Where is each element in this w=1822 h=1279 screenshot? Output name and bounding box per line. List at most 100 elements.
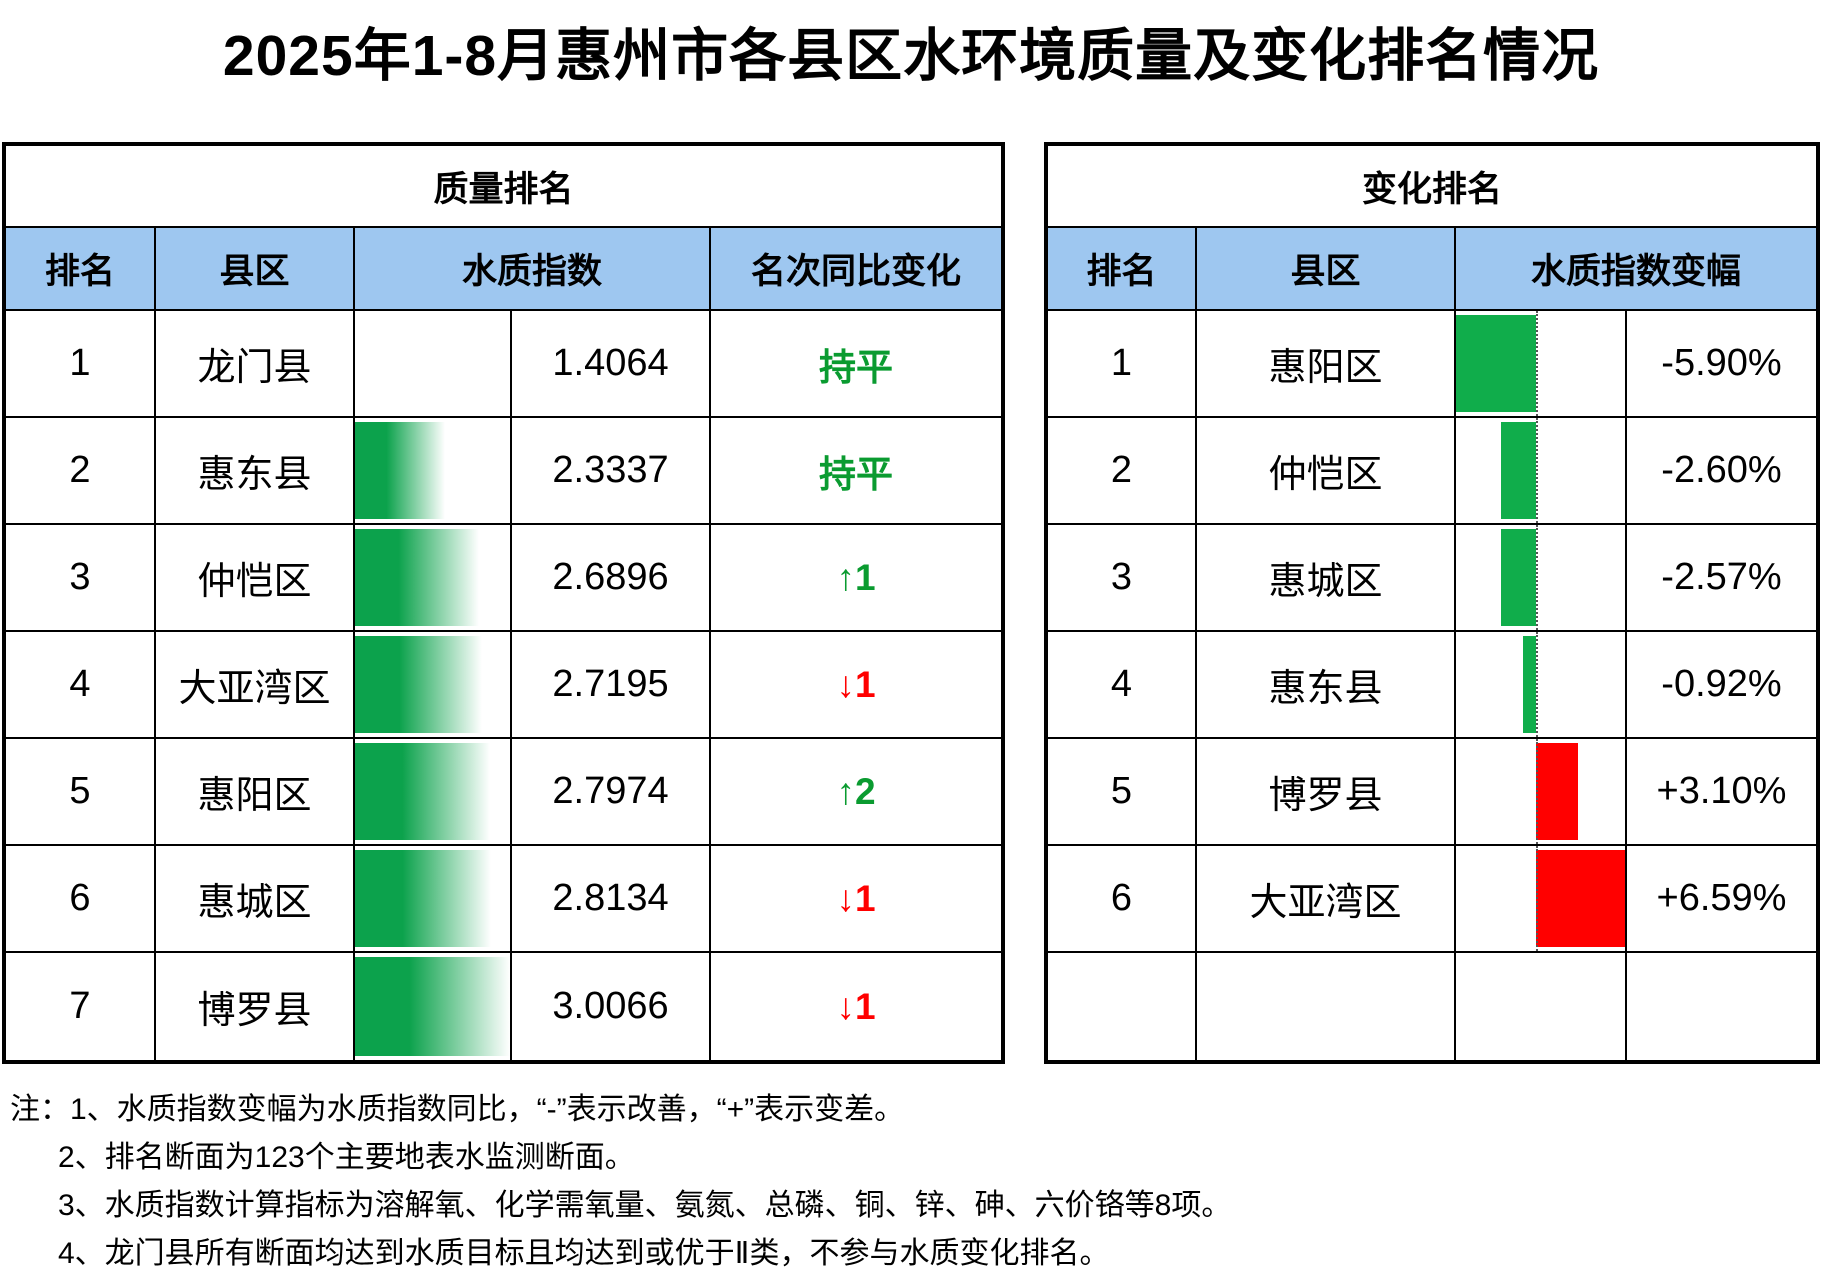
quality-district-cell: 惠东县 — [156, 418, 355, 525]
change-pct-bar-cell — [1456, 953, 1627, 1060]
quality-district-cell: 仲恺区 — [156, 525, 355, 632]
quality-district-cell: 龙门县 — [156, 311, 355, 418]
change-pct-databar — [1535, 850, 1625, 947]
quality-col-header-rank-change: 名次同比变化 — [711, 228, 1001, 311]
quality-index-value-cell: 1.4064 — [512, 311, 711, 418]
quality-district-cell: 惠阳区 — [156, 739, 355, 846]
quality-rank-cell: 2 — [6, 418, 156, 525]
change-district-cell: 惠东县 — [1197, 632, 1456, 739]
change-col-header-district: 县区 — [1197, 228, 1456, 311]
databar-zero-axis — [1535, 739, 1538, 844]
change-pct-bar-cell — [1456, 418, 1627, 525]
quality-rank-change-cell: ↓1 — [711, 846, 1001, 953]
quality-rank-cell: 1 — [6, 311, 156, 418]
change-district-cell: 惠阳区 — [1197, 311, 1456, 418]
footnotes: 注：1、水质指数变幅为水质指数同比，“-”表示改善，“+”表示变差。 2、排名断… — [10, 1086, 1231, 1278]
change-rank-cell: 1 — [1048, 311, 1197, 418]
quality-rank-cell: 6 — [6, 846, 156, 953]
quality-index-databar — [355, 422, 445, 519]
quality-district-cell: 大亚湾区 — [156, 632, 355, 739]
quality-index-databar — [355, 636, 483, 733]
footnote-line: 4、龙门县所有断面均达到水质目标且均达到或优于Ⅱ类，不参与水质变化排名。 — [58, 1237, 1110, 1270]
quality-rank-change-cell: 持平 — [711, 311, 1001, 418]
change-rank-cell: 6 — [1048, 846, 1197, 953]
databar-zero-axis — [1535, 525, 1538, 630]
quality-rank-cell: 4 — [6, 632, 156, 739]
quality-index-value-cell: 2.6896 — [512, 525, 711, 632]
quality-rank-change-cell: ↓1 — [836, 985, 876, 1027]
quality-col-header-district: 县区 — [156, 228, 355, 311]
quality-index-value-cell: 2.8134 — [512, 846, 711, 953]
page-title: 2025年1-8月惠州市各县区水环境质量及变化排名情况 — [222, 24, 1600, 88]
change-pct-value-cell: -0.92% — [1627, 632, 1816, 739]
change-pct-databar — [1500, 422, 1536, 519]
change-rank-cell: 5 — [1048, 739, 1197, 846]
quality-index-bar-cell — [355, 311, 512, 418]
quality-index-bar-cell — [355, 418, 512, 525]
quality-col-header-index: 水质指数 — [355, 228, 711, 311]
footnote-prefix: 注： — [10, 1093, 70, 1126]
quality-index-value-cell: 2.7195 — [512, 632, 711, 739]
change-pct-value-cell: +3.10% — [1627, 739, 1816, 846]
databar-zero-axis — [1535, 418, 1538, 523]
quality-rank-change-cell: 持平 — [711, 418, 1001, 525]
change-pct-bar-cell — [1456, 739, 1627, 846]
quality-index-bar-cell — [355, 632, 512, 739]
change-pct-databar — [1535, 743, 1578, 840]
change-district-cell: 大亚湾区 — [1197, 846, 1456, 953]
quality-index-bar-cell — [355, 525, 512, 632]
change-table-group-header: 变化排名 — [1048, 146, 1816, 228]
change-rank-cell — [1048, 953, 1197, 1060]
quality-col-header-rank: 排名 — [6, 228, 156, 311]
change-rank-cell: 2 — [1048, 418, 1197, 525]
change-pct-databar — [1523, 636, 1536, 733]
quality-district-cell: 博罗县 — [156, 953, 355, 1060]
footnote-line: 注：1、水质指数变幅为水质指数同比，“-”表示改善，“+”表示变差。 — [10, 1086, 1231, 1134]
databar-zero-axis — [1535, 311, 1538, 416]
change-district-cell — [1197, 953, 1456, 1060]
change-pct-bar-cell — [1456, 525, 1627, 632]
change-rank-cell: 4 — [1048, 632, 1197, 739]
change-ranking-table: 变化排名 排名 县区 水质指数变幅 1 惠阳区 -5.90% 2 仲恺区 -2.60% 3 惠… — [1044, 142, 1820, 1064]
quality-index-databar — [355, 743, 490, 840]
change-pct-value-cell: -5.90% — [1627, 311, 1816, 418]
change-district-cell: 仲恺区 — [1197, 418, 1456, 525]
quality-index-databar — [355, 850, 492, 947]
change-rank-cell: 3 — [1048, 525, 1197, 632]
quality-ranking-table: 质量排名 排名 县区 水质指数 名次同比变化 1 龙门县 1.4064 持平 2 惠东县 2… — [2, 142, 1005, 1064]
quality-index-bar-cell — [355, 846, 512, 953]
footnote-line: 3、水质指数计算指标为溶解氧、化学需氧量、氨氮、总磷、铜、锌、砷、六价铬等8项。 — [58, 1189, 1232, 1222]
quality-index-value-cell: 2.3337 — [512, 418, 711, 525]
quality-index-bar-cell — [355, 953, 512, 1060]
databar-zero-axis — [1535, 632, 1538, 737]
quality-index-databar — [355, 957, 510, 1056]
change-pct-value-cell: -2.60% — [1627, 418, 1816, 525]
footnote-text: 1、水质指数变幅为水质指数同比，“-”表示改善，“+”表示变差。 — [70, 1093, 905, 1126]
change-pct-bar-cell — [1456, 846, 1627, 953]
change-district-cell: 惠城区 — [1197, 525, 1456, 632]
quality-index-value-cell: 2.7974 — [512, 739, 711, 846]
quality-rank-change-cell: ↑1 — [711, 525, 1001, 632]
change-pct-value-cell: -2.57% — [1627, 525, 1816, 632]
footnote-line: 2、排名断面为123个主要地表水监测断面。 — [58, 1141, 635, 1174]
change-pct-databar — [1501, 529, 1536, 626]
quality-rank-change-cell: ↑2 — [711, 739, 1001, 846]
quality-district-cell: 惠城区 — [156, 846, 355, 953]
quality-rank-cell: 3 — [6, 525, 156, 632]
quality-index-databar — [355, 529, 480, 626]
change-district-cell: 博罗县 — [1197, 739, 1456, 846]
quality-rank-cell: 7 — [6, 953, 156, 1060]
databar-zero-axis — [1535, 846, 1538, 951]
quality-table-group-header: 质量排名 — [6, 146, 1001, 228]
change-pct-databar — [1456, 315, 1536, 412]
change-pct-value-cell: +6.59% — [1627, 846, 1816, 953]
change-col-header-rank: 排名 — [1048, 228, 1197, 311]
quality-index-value-cell: 3.0066 — [512, 953, 711, 1060]
change-pct-bar-cell — [1456, 311, 1627, 418]
change-pct-value-cell — [1627, 953, 1816, 1060]
change-col-header-index-change: 水质指数变幅 — [1456, 228, 1816, 311]
quality-rank-change-cell: ↓1 — [711, 632, 1001, 739]
quality-index-bar-cell — [355, 739, 512, 846]
quality-rank-cell: 5 — [6, 739, 156, 846]
